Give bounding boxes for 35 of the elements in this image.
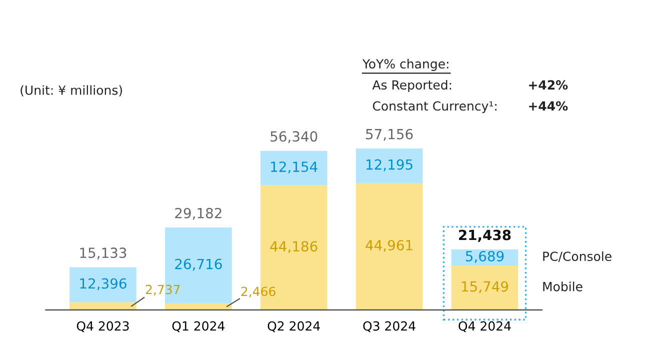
text: +42% [529,80,568,90]
data-label: 2,737 [146,284,180,296]
total-label: 56,340 [270,131,318,144]
data-label: 44,186 [270,241,318,253]
data-label: 5,689 [466,250,504,263]
bar [70,267,136,302]
total-label: 57,156 [366,128,413,141]
total-label: 21,438 [459,230,511,242]
data-label: 44,961 [366,240,412,252]
data-label: 12,396 [80,278,126,290]
bar [260,150,328,186]
x-tick-label: Q1 2024 [172,321,224,332]
data-label: 26,716 [175,258,222,271]
data-label: 12,195 [366,159,412,172]
bar [356,148,423,183]
text: Mobile [543,282,582,292]
text: Constant Currency¹: [372,101,496,114]
x-tick-label: Q4 2024 [458,321,511,332]
bar [70,302,136,310]
data-label: 2,466 [241,286,276,298]
text: (Unit: ¥ millions) [20,85,122,96]
data-label: 15,749 [462,281,508,294]
text: As Reported: [372,80,452,92]
total-label: 29,182 [175,208,222,220]
bar [165,302,232,310]
text: PC/Console [543,251,612,262]
x-tick-label: Q4 2023 [76,321,129,332]
data-label: 12,154 [271,162,318,174]
text: +44% [529,101,568,111]
bar [356,182,423,310]
total-label: 15,133 [80,248,126,260]
x-tick-label: Q3 2024 [363,321,416,332]
text: YoY% change: [362,58,448,71]
x-tick-label: Q2 2024 [268,321,320,332]
bar [451,265,518,310]
